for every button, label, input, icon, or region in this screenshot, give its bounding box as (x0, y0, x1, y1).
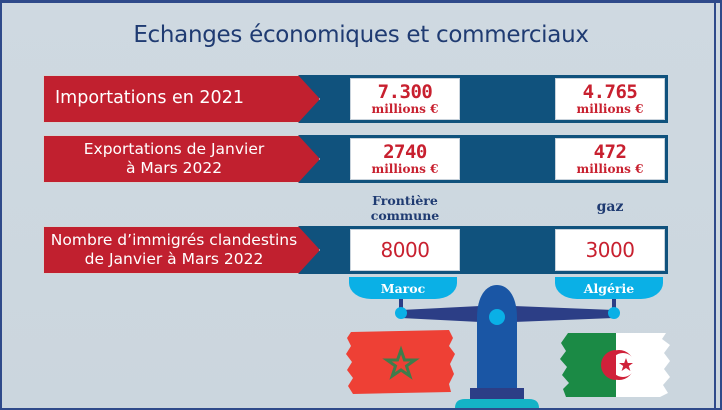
algeria-flag-icon (560, 333, 670, 397)
algerie-value: 4.765 (582, 80, 638, 103)
row-label: Nombre d’immigrés clandestins de Janvier… (50, 230, 298, 268)
maroc-value-box: 8000 (350, 229, 460, 271)
pan-algerie: Algérie (555, 277, 663, 299)
algerie-value-box: 4.765 millions € (555, 78, 665, 120)
row-label-arrow (43, 135, 320, 183)
maroc-value: 2740 (383, 140, 427, 163)
algerie-sublabel: gaz (596, 199, 624, 215)
row-immigres: Nombre d’immigrés clandestins de Janvier… (43, 226, 668, 274)
algerie-value: 472 (593, 140, 627, 163)
frame-border (714, 0, 716, 410)
maroc-value: 7.300 (377, 80, 433, 103)
algerie-value: 3000 (585, 238, 635, 262)
maroc-value-box: 7.300 millions € (350, 78, 460, 120)
algerie-unit: millions € (576, 101, 644, 116)
pan-maroc: Maroc (349, 277, 457, 299)
maroc-unit: millions € (371, 161, 439, 176)
algerie-value-box: 472 millions € (555, 138, 665, 180)
row-label: Importations en 2021 (55, 88, 244, 109)
row-exportations: Exportations de Janvier à Mars 2022 2740… (43, 135, 668, 183)
algerie-value-box: 3000 (555, 229, 665, 271)
maroc-value: 8000 (380, 238, 430, 262)
maroc-sublabel: Frontière commune (370, 193, 440, 223)
morocco-flag-icon (346, 330, 455, 394)
page-title: Echanges économiques et commerciaux (133, 22, 589, 48)
algerie-unit: millions € (576, 161, 644, 176)
row-label: Exportations de Janvier à Mars 2022 (83, 139, 265, 177)
maroc-unit: millions € (371, 101, 439, 116)
row-label-arrow (43, 75, 320, 123)
maroc-value-box: 2740 millions € (350, 138, 460, 180)
row-importations: Importations en 2021 7.300 millions € 4.… (43, 75, 668, 123)
row-label-arrow (43, 226, 320, 274)
